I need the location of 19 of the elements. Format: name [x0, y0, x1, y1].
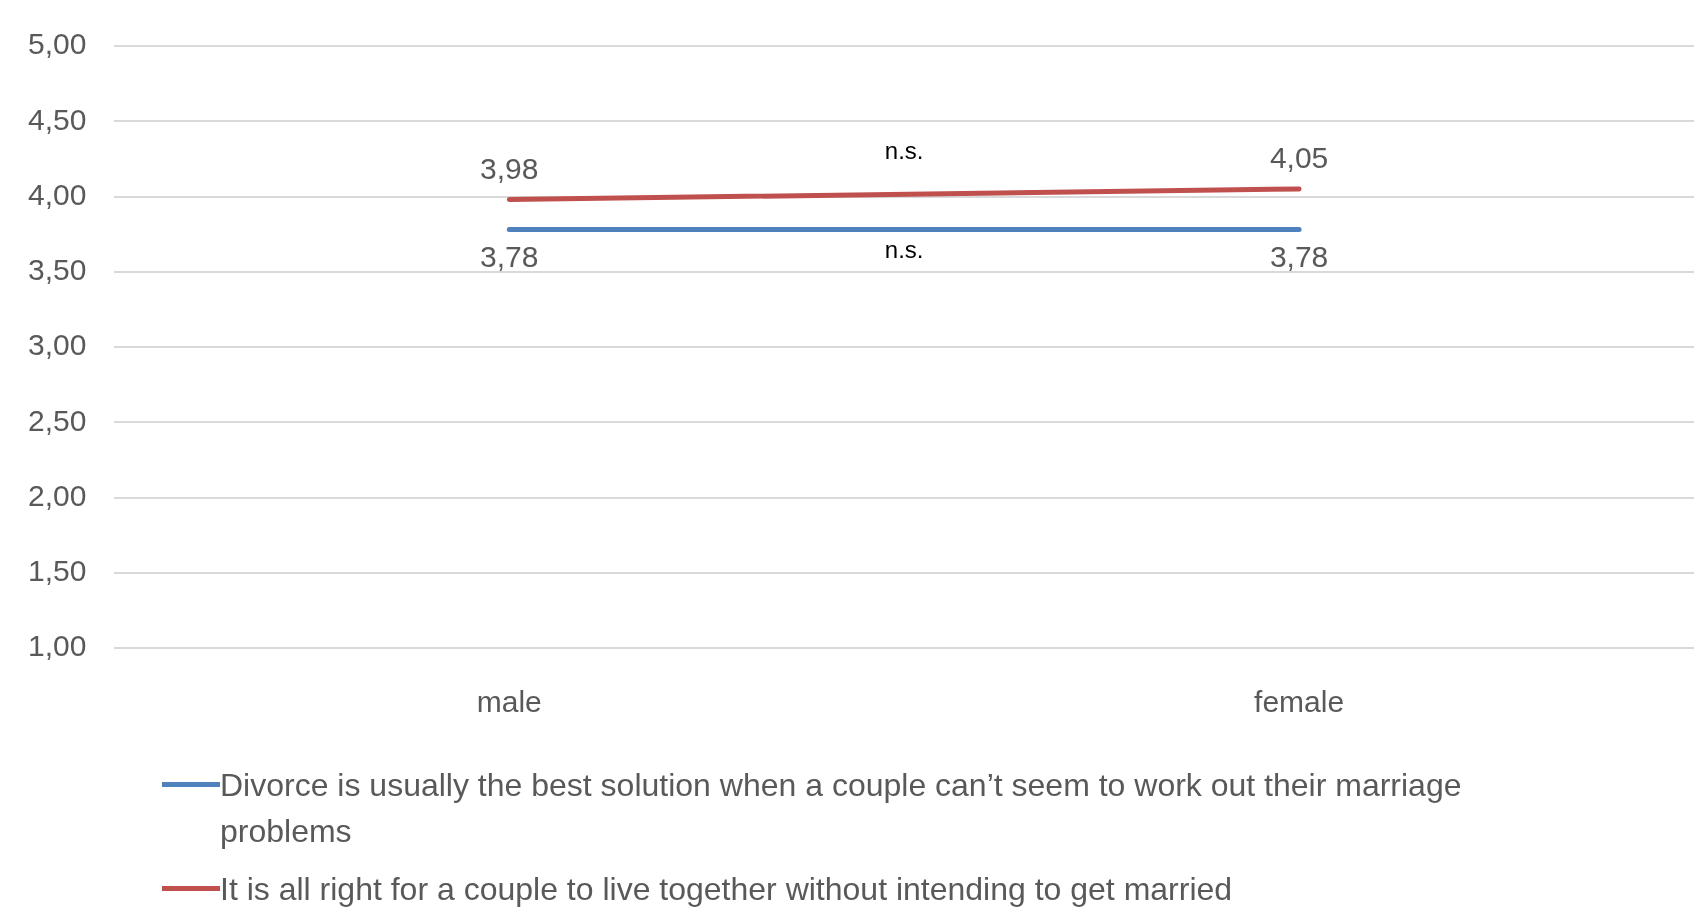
y-tick-label: 1,00 [28, 629, 87, 663]
y-tick-label: 2,50 [28, 403, 87, 437]
data-label: 3,98 [480, 151, 539, 185]
data-label: 4,05 [1269, 141, 1329, 175]
y-tick-label: 3,50 [28, 253, 87, 287]
y-tick-label: 5,00 [28, 27, 87, 61]
y-tick-label: 3,00 [28, 328, 87, 362]
y-tick-label: 1,50 [28, 554, 87, 588]
y-tick-label: 2,00 [28, 478, 87, 512]
legend-label: It is all right for a couple to live together without intending to get married [220, 870, 1233, 909]
data-label: 3,78 [480, 239, 539, 273]
x-tick-label: female [1254, 685, 1345, 719]
annotation: n.s. [884, 236, 924, 264]
y-tick-label: 4,00 [28, 177, 87, 211]
y-tick-label: 4,50 [28, 102, 87, 136]
legend-label: Divorce is usually the best solution when a couple can’t seem to work out their marriage problems [220, 766, 1463, 851]
data-label: 3,78 [1269, 239, 1329, 273]
annotation: n.s. [884, 136, 924, 164]
x-tick-label: male [476, 685, 542, 719]
